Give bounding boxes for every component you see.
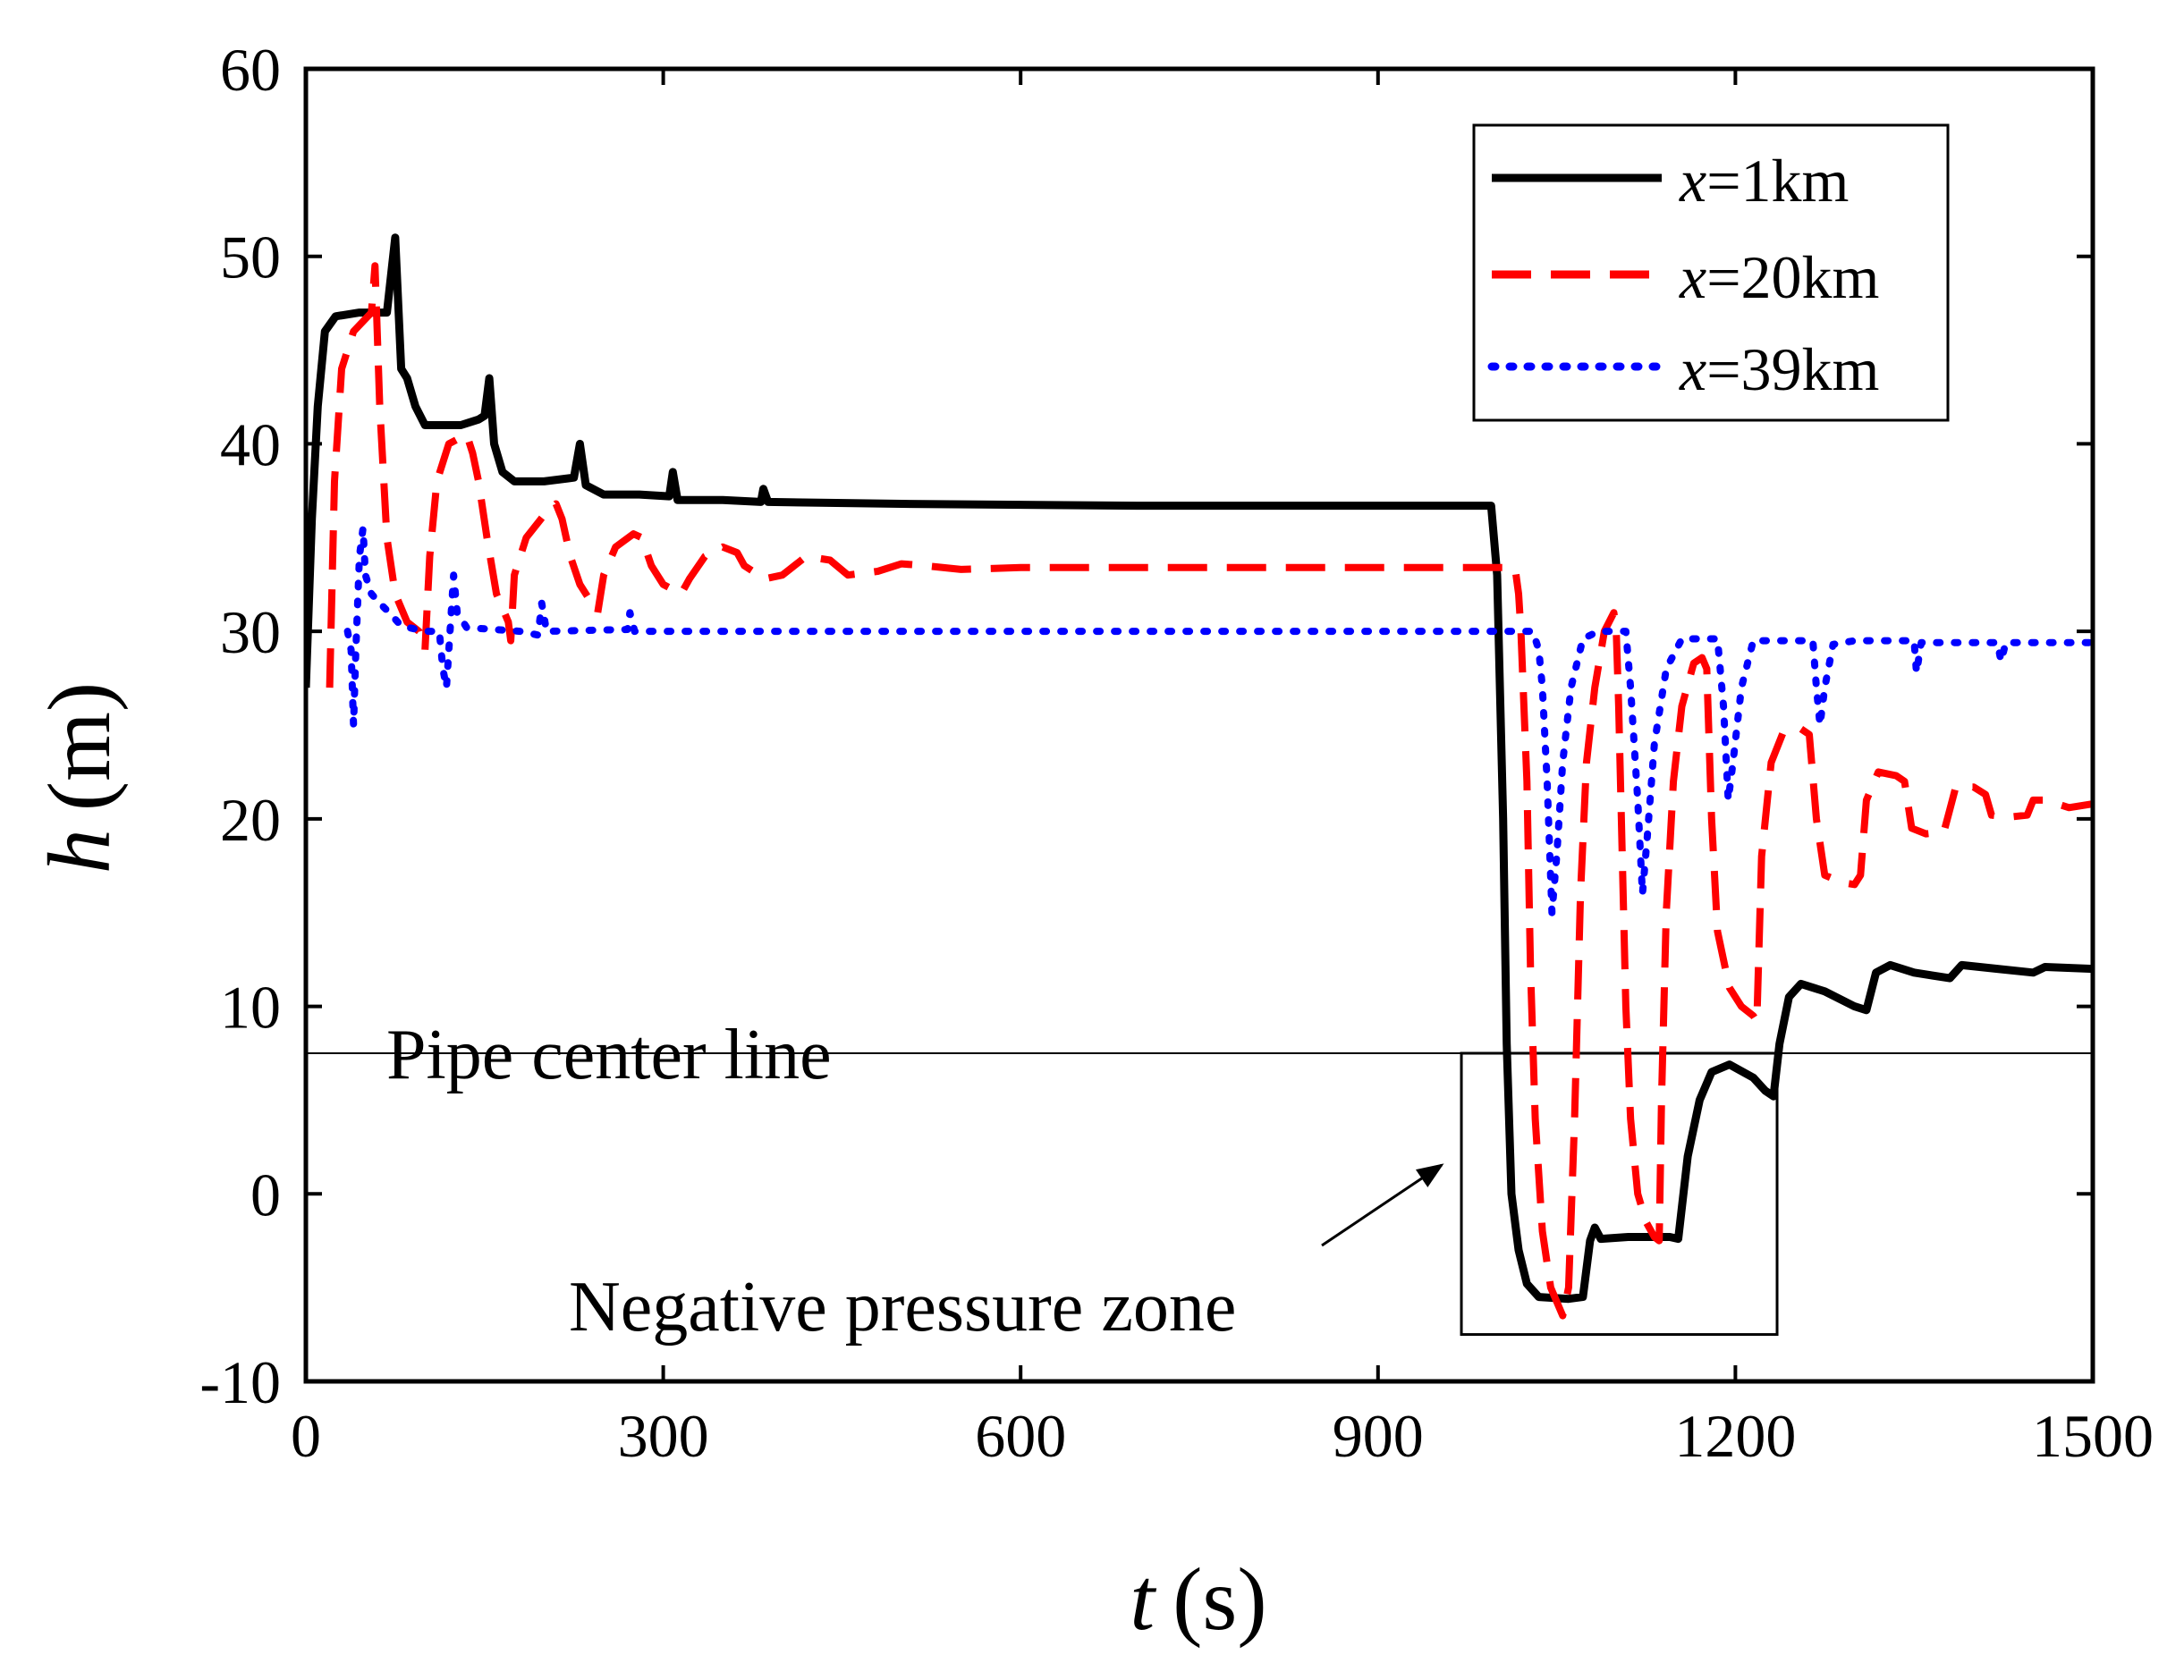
legend-label: x=39km	[1679, 335, 1879, 403]
x-tick-label: 900	[1333, 1402, 1424, 1470]
legend-label: x=20km	[1679, 243, 1879, 311]
y-axis-title: h (m)	[30, 682, 129, 874]
legend-label-var: x	[1679, 335, 1706, 403]
negative-pressure-zone-label: Negative pressure zone	[569, 1268, 1236, 1347]
legend-label-var: x	[1679, 147, 1706, 215]
plot-area: Pipe center line Negative pressure zone	[303, 66, 2095, 1384]
legend-label: x=1km	[1679, 147, 1849, 215]
annotations-layer: Pipe center line Negative pressure zone	[306, 1016, 2093, 1347]
series-line-x-1km	[306, 233, 2093, 1304]
legend-label-var: x	[1679, 243, 1706, 311]
y-tick-label: 10	[220, 974, 281, 1042]
y-tick-label: 50	[220, 224, 281, 291]
x-axis: 0 300 600 900 1200 1500	[291, 69, 2154, 1470]
y-tick-label: 60	[220, 36, 281, 104]
y-tick-label: 0	[250, 1161, 281, 1228]
legend-label-rest: =39km	[1706, 335, 1879, 403]
x-axis-var: t	[1130, 1549, 1156, 1649]
series-layer	[306, 233, 2093, 1320]
negative-pressure-zone-arrow	[1321, 1163, 1444, 1247]
x-tick-label: 0	[291, 1402, 321, 1470]
negative-pressure-zone-box	[1460, 1051, 1779, 1337]
y-tick-label: 40	[220, 410, 281, 478]
y-axis-var: h	[30, 829, 129, 874]
x-tick-label: 1200	[1674, 1402, 1796, 1470]
y-tick-label: -10	[199, 1348, 281, 1416]
x-tick-label: 1500	[2032, 1402, 2154, 1470]
legend-label-rest: =20km	[1706, 243, 1879, 311]
y-axis-unit: (m)	[30, 682, 129, 811]
legend-label-rest: =1km	[1706, 147, 1849, 215]
y-axis: -10 0 10 20 30 40 50 60	[199, 36, 2093, 1416]
series-line-x-20km	[326, 262, 2093, 1320]
x-tick-label: 600	[975, 1402, 1066, 1470]
x-axis-title: t (s)	[1130, 1549, 1266, 1649]
series-line-x-39km	[343, 524, 2093, 916]
plot-frame	[303, 66, 2095, 1384]
x-tick-label: 300	[618, 1402, 709, 1470]
y-tick-label: 30	[220, 598, 281, 666]
x-axis-unit: (s)	[1172, 1549, 1267, 1649]
pipe-center-line-label: Pipe center line	[386, 1016, 832, 1094]
y-tick-label: 20	[220, 786, 281, 854]
